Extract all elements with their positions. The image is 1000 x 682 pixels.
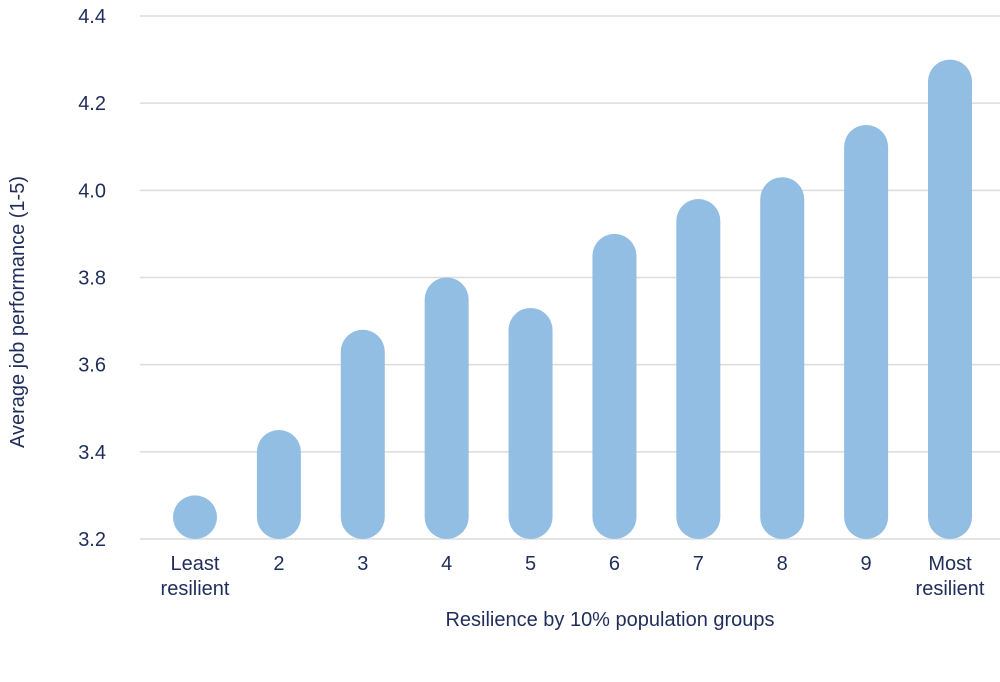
x-axis-ticks: Least resilient 2 3 4 5 6 7 8 9 Most resilient xyxy=(161,553,985,600)
y-tick-label: 4.0 xyxy=(78,180,106,202)
x-tick-label: 7 xyxy=(693,553,704,575)
bar xyxy=(592,233,637,539)
bar xyxy=(760,177,805,539)
y-axis-title: Average job performance (1-5) xyxy=(7,176,29,448)
x-tick-label: 2 xyxy=(273,553,284,575)
x-tick-label: Most resilient xyxy=(916,553,985,600)
y-tick-label: 3.4 xyxy=(78,442,106,464)
x-tick-label: 8 xyxy=(777,553,788,575)
bar xyxy=(173,495,217,539)
bar xyxy=(508,308,553,539)
bars xyxy=(173,59,972,540)
bar xyxy=(424,277,469,539)
x-tick-label: 9 xyxy=(861,553,872,575)
y-tick-label: 4.4 xyxy=(78,6,106,28)
y-tick-label: 3.6 xyxy=(78,355,106,377)
x-tick-label: 3 xyxy=(357,553,368,575)
bar xyxy=(928,59,972,539)
y-tick-label: 4.2 xyxy=(78,93,106,115)
x-tick-label: 5 xyxy=(525,553,536,575)
bar xyxy=(256,430,301,539)
y-tick-label: 3.2 xyxy=(78,529,106,551)
bar xyxy=(340,329,385,539)
x-tick-label: Least resilient xyxy=(161,553,230,600)
bar xyxy=(676,199,721,540)
y-axis-ticks: 3.2 3.4 3.6 3.8 4.0 4.2 4.4 xyxy=(78,6,106,551)
x-tick-label: 4 xyxy=(441,553,452,575)
x-tick-label: 6 xyxy=(609,553,620,575)
x-axis-title: Resilience by 10% population groups xyxy=(445,609,774,631)
bar xyxy=(844,124,889,539)
y-tick-label: 3.8 xyxy=(78,268,106,290)
